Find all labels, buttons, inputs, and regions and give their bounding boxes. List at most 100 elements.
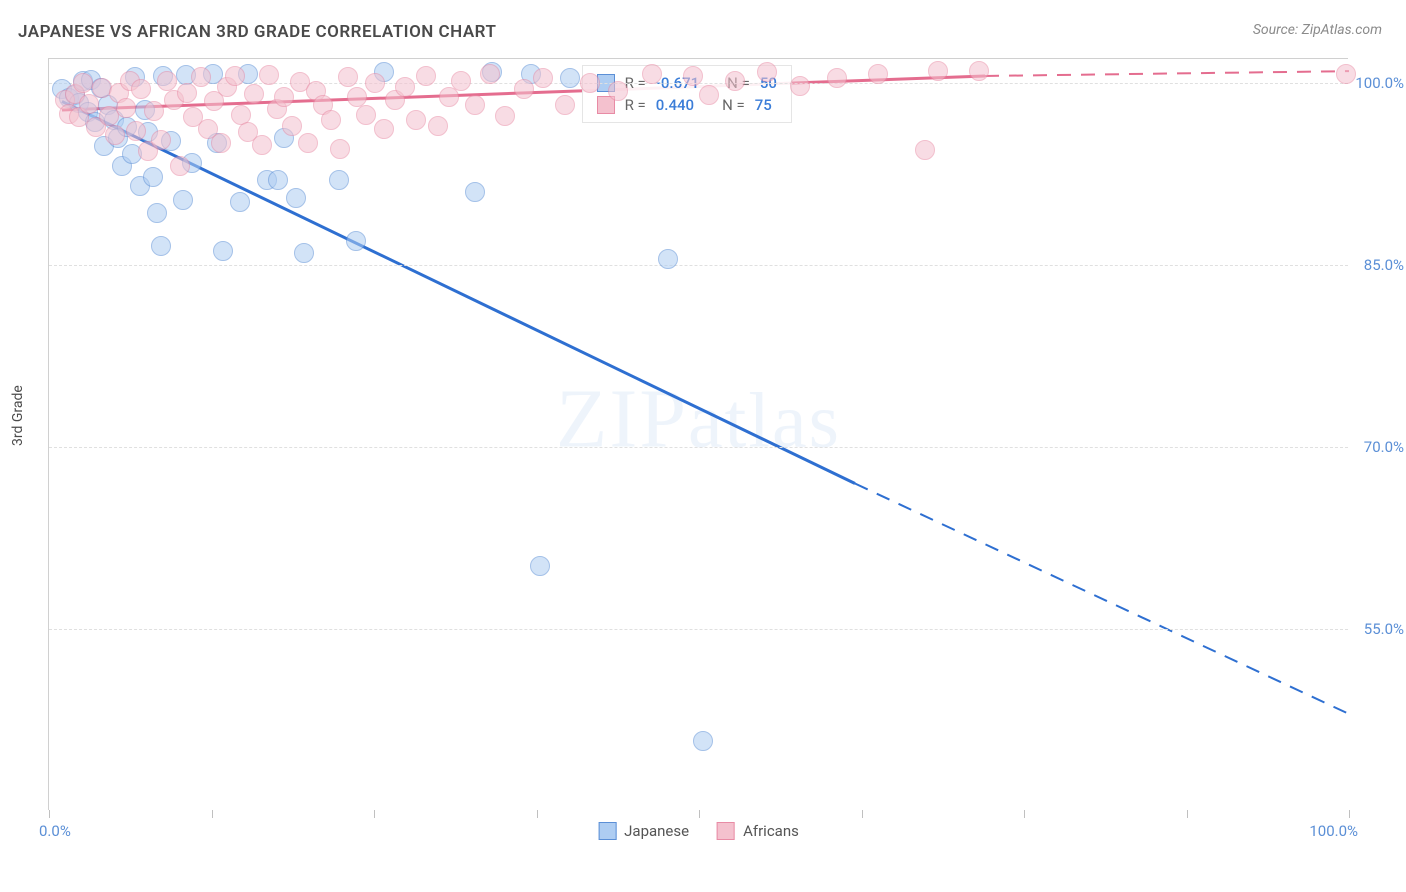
data-point [757, 62, 777, 82]
x-tick-min: 0.0% [39, 822, 71, 840]
data-point [298, 133, 318, 153]
data-point [157, 71, 177, 91]
data-point [173, 190, 193, 210]
data-point [451, 71, 471, 91]
data-point [693, 731, 713, 751]
x-tick [1187, 810, 1188, 818]
y-tick-label: 85.0% [1354, 256, 1404, 274]
y-tick-label: 55.0% [1354, 620, 1404, 638]
data-point [790, 76, 810, 96]
data-point [608, 81, 628, 101]
r-value-africans: 0.440 [656, 96, 694, 114]
data-point [338, 67, 358, 87]
gridline [49, 447, 1348, 448]
watermark: ZIPatlas [556, 371, 841, 468]
data-point [259, 65, 279, 85]
data-point [725, 71, 745, 91]
data-point [406, 110, 426, 130]
data-point [126, 121, 146, 141]
trendline-dashed [855, 484, 1349, 714]
data-point [915, 140, 935, 160]
legend-item-japanese: Japanese [598, 822, 689, 840]
y-tick-label: 70.0% [1354, 438, 1404, 456]
data-point [346, 231, 366, 251]
x-tick [212, 810, 213, 818]
r-label: R = [625, 96, 646, 114]
data-point [211, 133, 231, 153]
n-value-africans: 75 [755, 96, 772, 114]
x-tick-max: 100.0% [1309, 822, 1358, 840]
source-attribution: Source: ZipAtlas.com [1253, 22, 1382, 38]
y-axis-label: 3rd Grade [10, 385, 26, 446]
data-point [642, 64, 662, 84]
data-point [428, 116, 448, 136]
data-point [356, 105, 376, 125]
x-tick [862, 810, 863, 818]
data-point [79, 94, 99, 114]
trendlines-layer [49, 59, 1349, 811]
data-point [416, 66, 436, 86]
data-point [170, 156, 190, 176]
data-point [177, 83, 197, 103]
data-point [533, 68, 553, 88]
data-point [274, 87, 294, 107]
data-point [480, 64, 500, 84]
n-label: N = [722, 96, 745, 114]
data-point [225, 66, 245, 86]
x-tick [1024, 810, 1025, 818]
data-point [374, 119, 394, 139]
data-point [330, 139, 350, 159]
data-point [282, 116, 302, 136]
gridline [49, 265, 1348, 266]
x-tick [49, 810, 50, 818]
data-point [268, 170, 288, 190]
data-point [244, 84, 264, 104]
data-point [286, 188, 306, 208]
data-point [699, 85, 719, 105]
data-point [1336, 64, 1356, 84]
data-point [191, 67, 211, 87]
data-point [151, 130, 171, 150]
data-point [213, 241, 233, 261]
data-point [151, 236, 171, 256]
x-tick [699, 810, 700, 818]
data-point [530, 556, 550, 576]
gridline [49, 629, 1348, 630]
data-point [143, 167, 163, 187]
data-point [514, 79, 534, 99]
legend-item-africans: Africans [717, 822, 799, 840]
data-point [321, 110, 341, 130]
legend-label-africans: Africans [743, 822, 799, 840]
data-point [147, 203, 167, 223]
x-tick [374, 810, 375, 818]
legend-swatch-africans [717, 822, 735, 840]
data-point [395, 77, 415, 97]
data-point [560, 68, 580, 88]
data-point [144, 101, 164, 121]
data-point [465, 95, 485, 115]
data-point [230, 192, 250, 212]
data-point [555, 95, 575, 115]
bottom-legend: Japanese Africans [598, 822, 799, 840]
x-tick [537, 810, 538, 818]
data-point [365, 73, 385, 93]
y-tick-label: 100.0% [1354, 74, 1404, 92]
data-point [131, 79, 151, 99]
data-point [580, 73, 600, 93]
chart-title: JAPANESE VS AFRICAN 3RD GRADE CORRELATIO… [18, 22, 496, 42]
data-point [329, 170, 349, 190]
data-point [252, 135, 272, 155]
data-point [683, 66, 703, 86]
data-point [928, 61, 948, 81]
x-tick [1349, 810, 1350, 818]
trendline-dashed [985, 71, 1349, 76]
data-point [969, 61, 989, 81]
scatter-plot: ZIPatlas R = -0.671 N = 50 R = 0.440 N =… [48, 58, 1348, 810]
data-point [827, 68, 847, 88]
data-point [105, 125, 125, 145]
data-point [73, 73, 93, 93]
legend-swatch-japanese [598, 822, 616, 840]
data-point [116, 98, 136, 118]
data-point [868, 64, 888, 84]
data-point [465, 182, 485, 202]
